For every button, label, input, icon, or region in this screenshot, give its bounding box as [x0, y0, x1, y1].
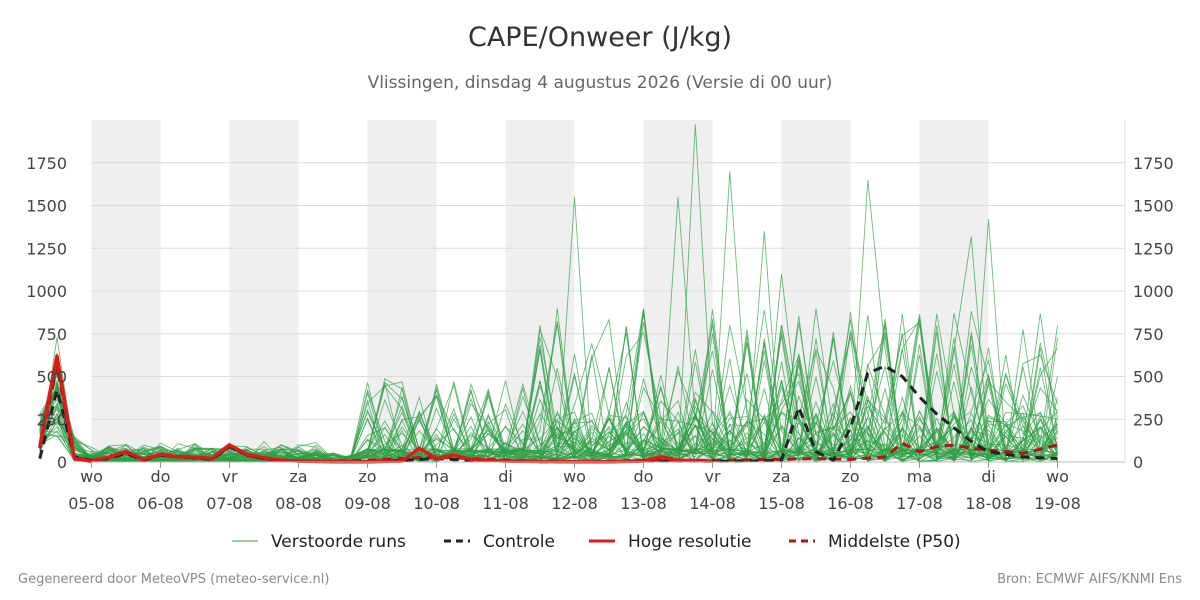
x-tick-day: zo [358, 467, 376, 486]
legend[interactable]: Verstoorde runs Controle Hoge resolutie Mid… [232, 532, 961, 552]
x-tick-date: 08-08 [275, 494, 322, 513]
legend-item[interactable]: Hoge resolutie [589, 532, 752, 552]
y-tick-label-left: 1250 [26, 239, 67, 258]
y-tick-label-right: 1250 [1133, 239, 1174, 258]
x-tick-date: 18-08 [965, 494, 1012, 513]
y-tick-label-right: 250 [1133, 410, 1164, 429]
legend-item[interactable]: Controle [444, 532, 555, 552]
y-tick-label-right: 750 [1133, 325, 1164, 344]
x-tick-date: 09-08 [344, 494, 391, 513]
ensemble-run-line [39, 308, 1058, 463]
x-tick-day: za [289, 467, 307, 486]
y-axis-right: 0 250 500 750 1000 1250 1500 1750 [1124, 120, 1174, 472]
ensemble-run-line [39, 349, 1058, 463]
x-tick-date: 10-08 [413, 494, 460, 513]
x-tick-date: 11-08 [482, 494, 529, 513]
y-axis-left: 0 250 500 750 1000 1250 1500 1750 [26, 154, 67, 472]
y-tick-label-right: 1500 [1133, 197, 1174, 216]
legend-label: Middelste (P50) [828, 532, 961, 552]
x-tick-date: 06-08 [137, 494, 184, 513]
ensemble-run-line [39, 354, 1058, 463]
x-tick-date: 15-08 [758, 494, 805, 513]
x-tick-day: wo [80, 467, 103, 486]
y-tick-label-right: 1750 [1133, 154, 1174, 173]
x-tick-day: vr [704, 467, 720, 486]
x-tick-day: di [498, 467, 513, 486]
x-tick-date: 17-08 [896, 494, 943, 513]
y-tick-label-left: 250 [36, 410, 67, 429]
ensemble-run-line [39, 317, 1058, 463]
x-tick-day: ma [907, 467, 932, 486]
x-tick-date: 05-08 [68, 494, 115, 513]
y-tick-label-right: 0 [1133, 453, 1143, 472]
x-tick-date: 14-08 [689, 494, 736, 513]
chart-subtitle: Vlissingen, dinsdag 4 augustus 2026 (Ver… [367, 73, 833, 93]
x-tick-date: 19-08 [1034, 494, 1081, 513]
x-tick-date: 12-08 [551, 494, 598, 513]
y-tick-label-left: 1500 [26, 197, 67, 216]
y-tick-label-left: 1750 [26, 154, 67, 173]
x-tick-day: di [981, 467, 996, 486]
y-tick-label-left: 750 [36, 325, 67, 344]
footer-source: Bron: ECMWF AIFS/KNMI Ens [997, 572, 1182, 587]
ensemble-run-line [39, 331, 1058, 463]
legend-label: Verstoorde runs [271, 532, 406, 552]
y-tick-label-left: 500 [36, 368, 67, 387]
x-tick-day: do [151, 467, 171, 486]
x-tick-day: do [634, 467, 654, 486]
x-tick-day: wo [563, 467, 586, 486]
x-tick-date: 13-08 [620, 494, 667, 513]
x-tick-date: 07-08 [206, 494, 253, 513]
chart-title: CAPE/Onweer (J/kg) [467, 22, 732, 53]
x-tick-date: 16-08 [827, 494, 874, 513]
y-tick-label-left: 0 [57, 453, 67, 472]
legend-label: Hoge resolutie [628, 532, 752, 552]
x-tick-day: zo [841, 467, 859, 486]
legend-item[interactable]: Verstoorde runs [232, 532, 406, 552]
x-tick-day: wo [1046, 467, 1069, 486]
x-tick-day: ma [424, 467, 449, 486]
x-tick-day: vr [221, 467, 237, 486]
x-axis: wo 05-08 do 06-08 vr 07-08 za 08-08 zo 09-08 ma 10-… [68, 461, 1125, 513]
footer-generated-by: Gegenereerd door MeteoVPS (meteo-service… [18, 572, 330, 587]
y-tick-label-right: 500 [1133, 368, 1164, 387]
legend-label: Controle [483, 532, 555, 552]
x-tick-day: za [772, 467, 790, 486]
y-tick-label-left: 1000 [26, 282, 67, 301]
y-tick-label-right: 1000 [1133, 282, 1174, 301]
legend-item[interactable]: Middelste (P50) [789, 532, 961, 552]
